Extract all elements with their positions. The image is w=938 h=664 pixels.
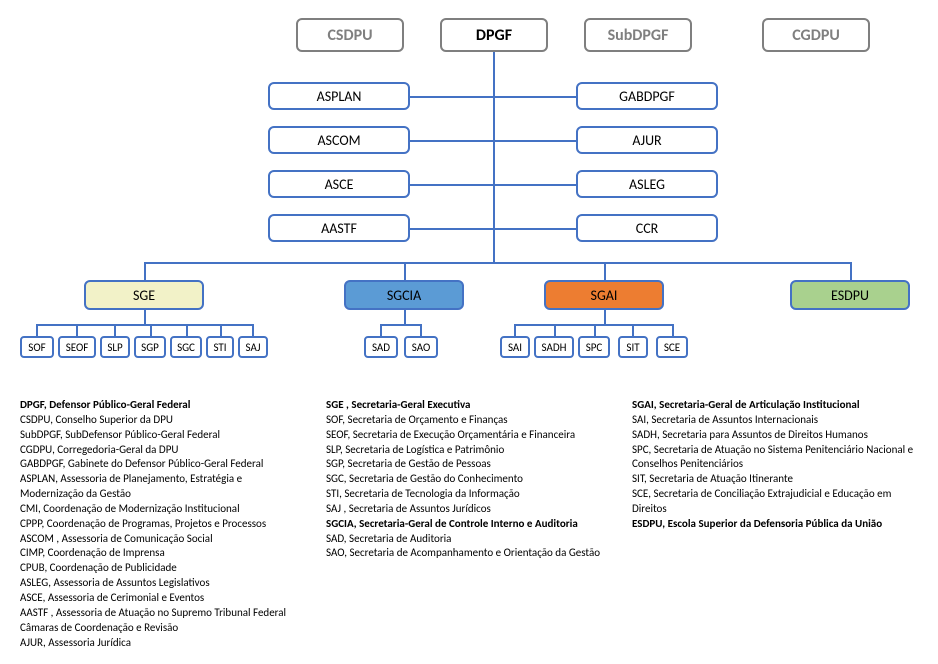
- connector-line: [144, 262, 146, 280]
- node-ascom: ASCOM: [268, 126, 410, 154]
- node-slp: SLP: [100, 336, 130, 358]
- connector-line: [186, 324, 188, 336]
- legend-line: CMI, Coordenação de Modernização Institu…: [20, 502, 308, 517]
- connector-line: [144, 262, 850, 264]
- node-sao: SAO: [404, 336, 438, 358]
- legend-line: SAI, Secretaria de Assuntos Internaciona…: [632, 413, 920, 428]
- connector-line: [514, 324, 672, 326]
- connector-line: [604, 262, 606, 280]
- node-sgc: SGC: [170, 336, 202, 358]
- node-asplan: ASPLAN: [268, 82, 410, 110]
- connector-line: [410, 140, 576, 142]
- legend-line: STI, Secretaria de Tecnologia da Informa…: [326, 487, 614, 502]
- node-cgdpu: CGDPU: [762, 18, 870, 52]
- legend-col-1: DPGF, Defensor Público-Geral FederalCSDP…: [20, 398, 308, 650]
- legend-line: SOF, Secretaria de Orçamento e Finanças: [326, 413, 614, 428]
- legend-line: ESDPU, Escola Superior da Defensoria Púb…: [632, 517, 920, 532]
- connector-line: [114, 324, 116, 336]
- connector-line: [850, 262, 852, 280]
- connector-line: [380, 324, 422, 326]
- connector-line: [493, 52, 495, 262]
- node-seof: SEOF: [58, 336, 96, 358]
- node-csdpu: CSDPU: [296, 18, 404, 52]
- node-dpgf: DPGF: [440, 18, 548, 52]
- node-sgp: SGP: [134, 336, 166, 358]
- legend-line: CIMP, Coordenação de Imprensa: [20, 546, 308, 561]
- legend-line: SEOF, Secretaria de Execução Orçamentári…: [326, 428, 614, 443]
- connector-line: [410, 96, 576, 98]
- node-sad: SAD: [364, 336, 398, 358]
- connector-line: [410, 228, 576, 230]
- node-spc: SPC: [578, 336, 610, 358]
- legend-line: SLP, Secretaria de Logística e Patrimôni…: [326, 443, 614, 458]
- node-sgai: SGAI: [544, 280, 664, 310]
- legend-line: CPUB, Coordenação de Publicidade: [20, 561, 308, 576]
- node-sadh: SADH: [534, 336, 574, 358]
- node-aastf: AASTF: [268, 214, 410, 242]
- connector-line: [76, 324, 78, 336]
- connector-line: [514, 324, 516, 336]
- node-gabdpgf: GABDPGF: [576, 82, 718, 110]
- legend-line: SGC, Secretaria de Gestão do Conheciment…: [326, 472, 614, 487]
- connector-line: [632, 324, 634, 336]
- legend-line: SGCIA, Secretaria-Geral de Controle Inte…: [326, 517, 614, 532]
- legend-line: Câmaras de Coordenação e Revisão: [20, 621, 308, 636]
- legend-line: AJUR, Assessoria Jurídica: [20, 636, 308, 651]
- connector-line: [144, 310, 146, 324]
- node-sge: SGE: [84, 280, 204, 310]
- legend-line: SAO, Secretaria de Acompanhamento e Orie…: [326, 546, 614, 561]
- legend-line: SGAI, Secretaria-Geral de Articulação In…: [632, 398, 920, 413]
- connector-line: [604, 310, 606, 324]
- connector-line: [594, 324, 596, 336]
- legend-line: DPGF, Defensor Público-Geral Federal: [20, 398, 308, 413]
- org-chart: CSDPU DPGF SubDPGF CGDPU ASPLAN ASCOM ASCE AAST…: [0, 0, 938, 380]
- node-sgcia: SGCIA: [344, 280, 464, 310]
- legend-line: SADH, Secretaria para Assuntos de Direit…: [632, 428, 920, 443]
- legend-line: SCE, Secretaria de Conciliação Extrajudi…: [632, 487, 920, 517]
- legend-line: SAD, Secretaria de Auditoria: [326, 532, 614, 547]
- legend-line: SIT, Secretaria de Atuação Itinerante: [632, 472, 920, 487]
- legend-line: ASCOM , Assessoria de Comunicação Social: [20, 532, 308, 547]
- connector-line: [672, 324, 674, 336]
- legend-line: ASLEG, Assessoria de Assuntos Legislativ…: [20, 576, 308, 591]
- connector-line: [252, 324, 254, 336]
- legend-line: AASTF , Assessoria de Atuação no Supremo…: [20, 606, 308, 621]
- legend-line: CGDPU, Corregedoria-Geral da DPU: [20, 443, 308, 458]
- legend-line: SGP, Secretaria de Gestão de Pessoas: [326, 457, 614, 472]
- legend-line: SGE , Secretaria-Geral Executiva: [326, 398, 614, 413]
- connector-line: [380, 324, 382, 336]
- legend-line: CPPP, Coordenação de Programas, Projetos…: [20, 517, 308, 532]
- node-subdpgf: SubDPGF: [584, 18, 692, 52]
- connector-line: [554, 324, 556, 336]
- legend-line: ASCE, Assessoria de Cerimonial e Eventos: [20, 591, 308, 606]
- legend-line: SPC, Secretaria de Atuação no Sistema Pe…: [632, 443, 920, 473]
- node-sai: SAI: [500, 336, 530, 358]
- connector-line: [404, 310, 406, 324]
- connector-line: [404, 262, 406, 280]
- node-esdpu: ESDPU: [790, 280, 910, 310]
- legend: DPGF, Defensor Público-Geral FederalCSDP…: [20, 398, 920, 650]
- node-saj: SAJ: [238, 336, 268, 358]
- legend-line: ASPLAN, Assessoria de Planejamento, Estr…: [20, 472, 308, 502]
- connector-line: [410, 184, 576, 186]
- node-asce: ASCE: [268, 170, 410, 198]
- legend-col-3: SGAI, Secretaria-Geral de Articulação In…: [632, 398, 920, 650]
- connector-line: [220, 324, 222, 336]
- connector-line: [150, 324, 152, 336]
- node-sti: STI: [206, 336, 234, 358]
- node-ccr: CCR: [576, 214, 718, 242]
- connector-line: [420, 324, 422, 336]
- node-sit: SIT: [618, 336, 648, 358]
- legend-line: SubDPGF, SubDefensor Público-Geral Feder…: [20, 428, 308, 443]
- node-ajur: AJUR: [576, 126, 718, 154]
- legend-line: SAJ , Secretaria de Assuntos Jurídicos: [326, 502, 614, 517]
- legend-line: CSDPU, Conselho Superior da DPU: [20, 413, 308, 428]
- node-sof: SOF: [20, 336, 54, 358]
- connector-line: [36, 324, 38, 336]
- node-asleg: ASLEG: [576, 170, 718, 198]
- node-sce: SCE: [656, 336, 688, 358]
- legend-col-2: SGE , Secretaria-Geral ExecutivaSOF, Sec…: [326, 398, 614, 650]
- legend-line: GABDPGF, Gabinete do Defensor Público-Ge…: [20, 457, 308, 472]
